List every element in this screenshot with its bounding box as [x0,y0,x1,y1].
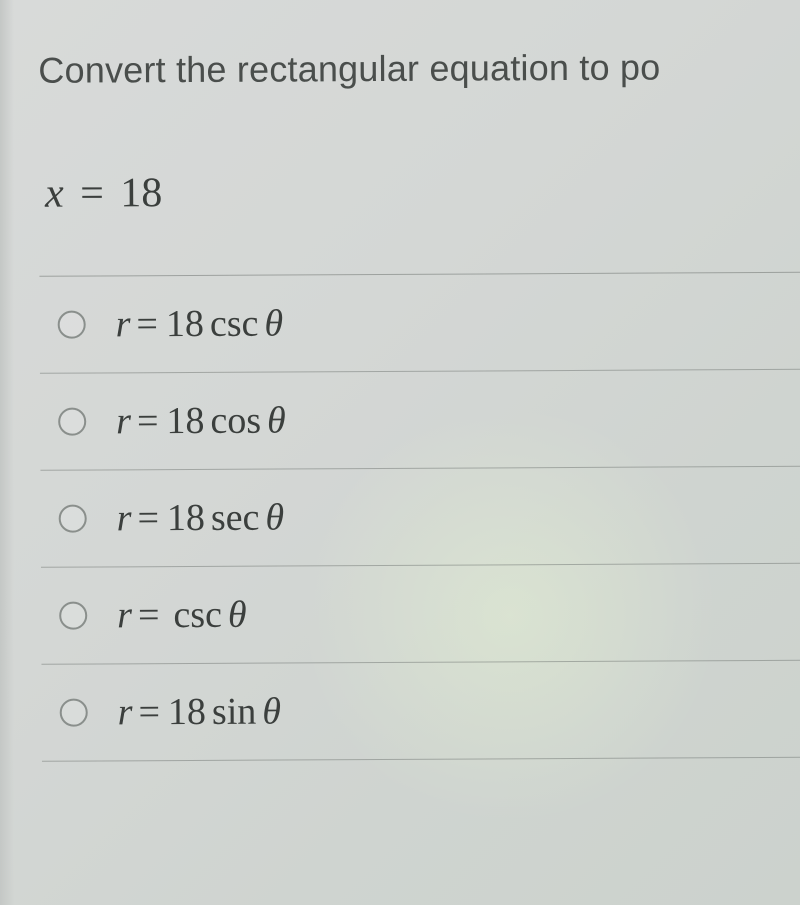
opt-fn: cos [210,399,261,443]
answer-option[interactable]: r = 18 sin θ [41,661,800,762]
opt-theta: θ [262,690,281,734]
option-math: r = 18 csc θ [116,302,284,347]
opt-coef: 18 [167,496,205,540]
given-equation: x = 18 [45,166,800,218]
opt-fn: csc [173,593,222,637]
equation-rhs-num: 18 [120,170,162,216]
opt-var: r [117,496,132,540]
opt-fn: sin [212,690,257,734]
answer-option[interactable]: r = 18 sec θ [40,467,800,568]
opt-coef: 18 [166,399,204,443]
opt-coef: 18 [168,690,206,734]
radio-icon [58,408,86,436]
opt-var: r [116,399,131,443]
opt-eq: = [138,690,160,734]
option-math: r = 18 sin θ [118,690,281,735]
opt-theta: θ [265,496,284,540]
opt-eq: = [136,302,158,346]
answer-option[interactable]: r = 18 cos θ [40,370,800,471]
question-prompt: Convert the rectangular equation to po [38,46,800,92]
opt-var: r [116,302,131,346]
opt-eq: = [138,593,160,637]
opt-theta: θ [228,593,247,637]
opt-theta: θ [267,399,286,443]
option-math: r = csc θ [117,593,247,638]
opt-eq: = [137,399,159,443]
answer-option[interactable]: r = csc θ [41,564,800,665]
equation-equals: = [80,170,104,216]
opt-var: r [118,690,133,734]
question-card: Convert the rectangular equation to po x… [0,0,800,762]
radio-icon [58,311,86,339]
option-math: r = 18 sec θ [117,496,285,541]
answer-option[interactable]: r = 18 csc θ [39,273,800,374]
option-math: r = 18 cos θ [116,399,286,444]
opt-fn: sec [211,496,260,540]
radio-icon [59,505,87,533]
radio-icon [60,699,88,727]
opt-fn: csc [210,302,259,346]
opt-eq: = [137,496,159,540]
opt-coef: 18 [166,302,204,346]
radio-icon [59,602,87,630]
answer-options: r = 18 csc θ r = 18 cos θ r = 18 [39,272,800,762]
opt-var: r [117,593,132,637]
opt-theta: θ [264,302,283,346]
equation-lhs-var: x [45,171,64,217]
